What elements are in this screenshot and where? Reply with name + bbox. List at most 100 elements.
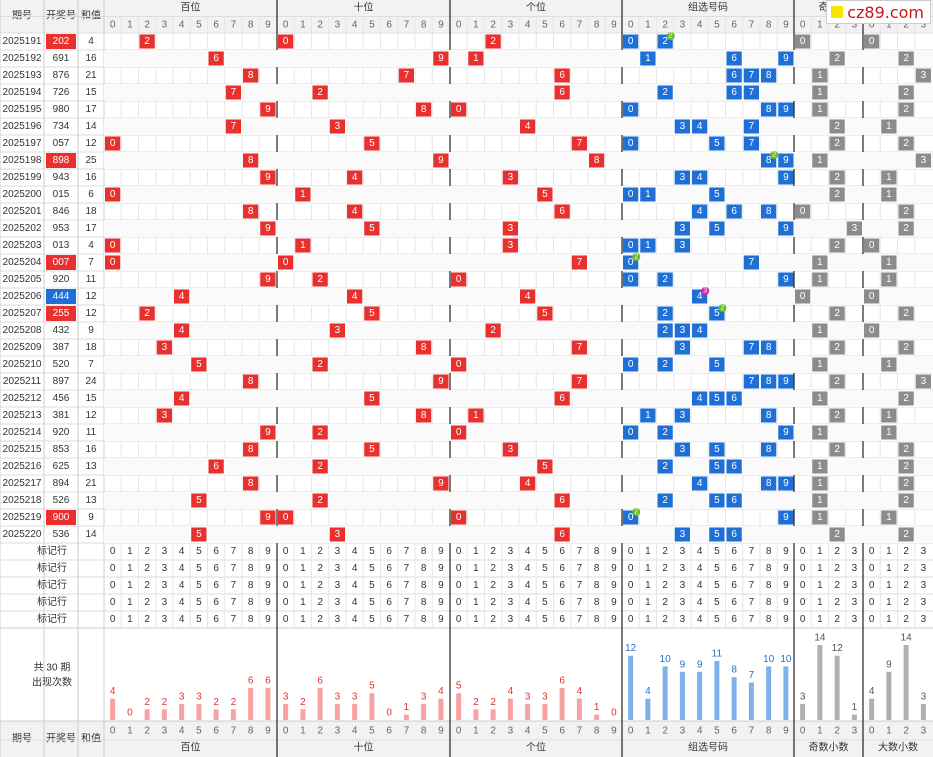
marker-digit: 4	[179, 580, 185, 591]
marker-digit: 7	[404, 580, 410, 591]
group-ball-digit: 4	[697, 478, 703, 489]
position-ball	[364, 391, 380, 406]
marker-digit: 6	[559, 614, 565, 625]
position-ball	[416, 102, 432, 117]
marker-odd-digit: 1	[817, 614, 823, 625]
marker-big-digit: 1	[886, 597, 892, 608]
group-ball-digit: 7	[749, 376, 755, 387]
group-ball	[709, 459, 725, 474]
marker-digit: 5	[369, 614, 375, 625]
position-ball	[364, 306, 380, 321]
repeat-badge-count: 2	[634, 254, 638, 261]
draw-number: 255	[53, 308, 70, 319]
marker-digit: 0	[283, 546, 289, 557]
marker-big-digit: 1	[886, 563, 892, 574]
group-ball-digit: 5	[714, 308, 720, 319]
group-ball	[709, 136, 725, 151]
big-ball-digit: 1	[886, 257, 892, 268]
group-ball	[778, 374, 794, 389]
issue-number: 2025216	[3, 461, 42, 472]
odd-bar	[851, 714, 857, 720]
marker-digit: 2	[490, 546, 496, 557]
tens-count: 2	[300, 697, 306, 708]
digit-header: 2	[490, 20, 496, 31]
odd-ball-digit: 1	[817, 274, 823, 285]
marker-digit: 2	[662, 546, 668, 557]
position-ball-digit: 1	[300, 189, 306, 200]
group-ball-digit: 0	[628, 240, 634, 251]
sum-value: 12	[85, 410, 97, 421]
big-ball-digit: 1	[886, 427, 892, 438]
big-ball-digit: 2	[903, 308, 909, 319]
position-ball	[174, 289, 190, 304]
big-ball	[864, 238, 880, 253]
position-ball	[485, 323, 501, 338]
odd-ball	[829, 374, 845, 389]
group-count: 9	[697, 659, 703, 670]
marker-digit: 6	[731, 546, 737, 557]
marker-big-digit: 3	[921, 563, 927, 574]
marker-digit: 1	[127, 580, 133, 591]
position-ball	[105, 187, 121, 202]
group-ball	[761, 102, 777, 117]
marker-digit: 2	[662, 563, 668, 574]
odd-ball-digit: 1	[817, 461, 823, 472]
odd-digit-header: 3	[852, 20, 858, 31]
position-ball	[260, 170, 276, 185]
marker-digit: 1	[473, 580, 479, 591]
digit-footer: 8	[766, 726, 772, 737]
position-ball	[260, 221, 276, 236]
position-ball	[451, 102, 467, 117]
marker-digit: 7	[577, 563, 583, 574]
marker-digit: 1	[645, 546, 651, 557]
group-bar	[645, 698, 651, 720]
big-ball-digit: 1	[886, 410, 892, 421]
units-count: 4	[577, 686, 583, 697]
group-label-bottom: 十位	[354, 741, 374, 754]
marker-odd-digit: 3	[852, 563, 858, 574]
issue-number: 2025200	[3, 189, 42, 200]
summary-label-periods: 共 30 期	[34, 662, 71, 674]
digit-header: 0	[456, 20, 462, 31]
position-ball	[502, 221, 518, 236]
big-ball-digit: 1	[886, 121, 892, 132]
group-count: 8	[731, 665, 737, 676]
group-ball-digit: 2	[662, 87, 668, 98]
position-ball	[312, 85, 328, 100]
marker-digit: 2	[490, 614, 496, 625]
marker-digit: 8	[421, 614, 427, 625]
group-ball-digit: 9	[783, 376, 789, 387]
draw-number: 900	[53, 512, 70, 523]
odd-ball	[829, 119, 845, 134]
marker-digit: 4	[352, 597, 358, 608]
position-ball	[451, 510, 467, 525]
issue-number: 2025217	[3, 478, 42, 489]
units-count: 5	[456, 681, 462, 692]
digit-footer: 4	[697, 726, 703, 737]
big-ball	[898, 442, 914, 457]
issue-number: 2025210	[3, 359, 42, 370]
position-ball-digit: 7	[577, 376, 583, 387]
odd-ball	[829, 187, 845, 202]
hundreds-bar	[144, 709, 150, 720]
group-ball-digit: 6	[731, 529, 737, 540]
hundreds-count: 4	[110, 686, 116, 697]
position-ball-digit: 2	[490, 325, 496, 336]
odd-ball-digit: 0	[800, 291, 806, 302]
odd-ball-digit: 1	[817, 325, 823, 336]
odd-ball-digit: 2	[834, 308, 840, 319]
group-ball-digit: 5	[714, 529, 720, 540]
marker-digit: 3	[335, 597, 341, 608]
big-ball	[864, 323, 880, 338]
position-ball	[416, 408, 432, 423]
hundreds-bar	[265, 687, 271, 720]
group-ball	[640, 408, 656, 423]
units-bar	[525, 703, 531, 720]
odd-digit-footer: 3	[852, 726, 858, 737]
group-ball	[778, 476, 794, 491]
odd-digit-footer: 1	[817, 726, 823, 737]
digit-footer: 2	[317, 726, 323, 737]
big-bar	[920, 703, 926, 720]
odd-ball	[812, 357, 828, 372]
group-bar	[731, 677, 737, 720]
